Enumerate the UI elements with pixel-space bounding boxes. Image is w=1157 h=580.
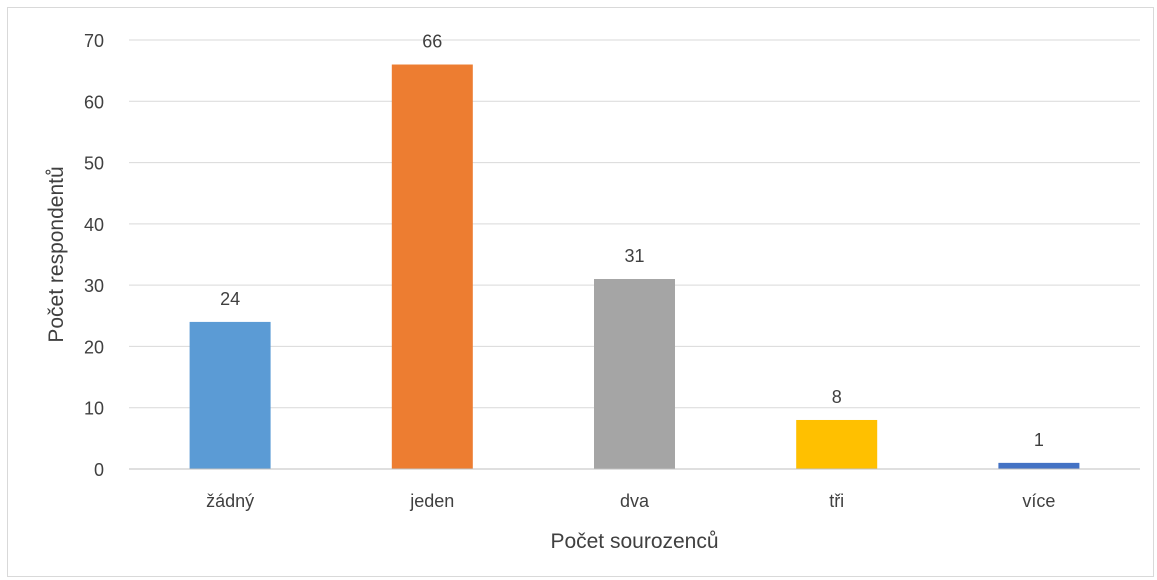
y-tick-label: 30 [84,276,104,296]
y-tick-label: 20 [84,337,104,357]
x-axis-title: Počet sourozenců [550,530,718,553]
x-tick-label: dva [620,491,650,511]
y-tick-label: 40 [84,215,104,235]
bars [189,64,1080,469]
chart-frame [7,7,1154,577]
y-tick-label: 0 [94,460,104,480]
x-tick-label: jeden [409,491,454,511]
y-tick-label: 10 [84,399,104,419]
x-tick-label: tři [829,491,844,511]
data-label: 66 [422,32,442,52]
data-label: 24 [220,289,240,309]
x-tick-label: žádný [206,491,254,511]
data-label: 8 [832,387,842,407]
bar-0 [189,321,271,469]
y-tick-label: 60 [84,92,104,112]
gridlines [129,39,1140,409]
y-axis-title: Počet respondentů [45,166,68,342]
y-tick-label: 50 [84,154,104,174]
data-label: 31 [624,246,644,266]
y-tick-labels: 0 10 20 30 40 50 60 70 [84,31,104,480]
bar-4 [998,462,1080,469]
y-tick-label: 70 [84,31,104,51]
data-label: 1 [1034,430,1044,450]
data-labels: 24 66 31 8 1 [220,32,1044,450]
bar-2 [594,279,675,469]
bar-1 [391,64,473,469]
bar-3 [796,419,878,469]
x-tick-labels: žádný jeden dva tři více [206,491,1055,511]
x-tick-label: více [1022,491,1055,511]
